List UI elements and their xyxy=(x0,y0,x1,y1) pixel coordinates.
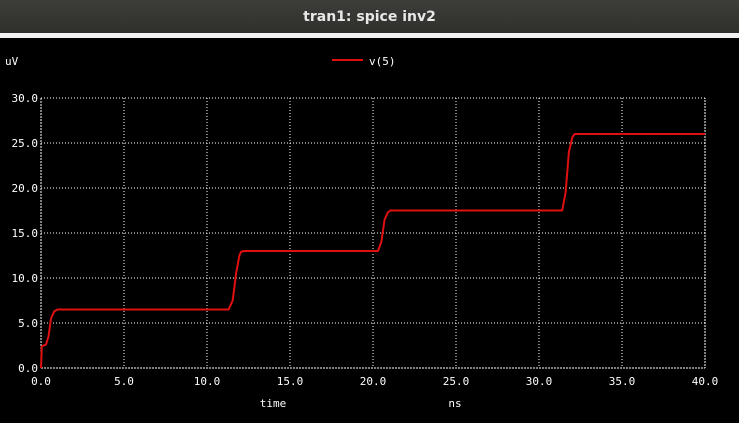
y-tick-label: 25.0 xyxy=(12,137,39,150)
y-tick-labels: 0.0 5.0 10.0 15.0 20.0 25.0 30.0 xyxy=(12,92,39,375)
plot-frame xyxy=(40,97,706,369)
x-tick-label: 40.0 xyxy=(692,375,719,388)
x-axis-label: time xyxy=(260,397,287,410)
series-lines xyxy=(40,133,705,369)
x-tick-label: 35.0 xyxy=(609,375,636,388)
x-tick-labels: 0.0 5.0 10.0 15.0 20.0 25.0 30.0 35.0 40.0 xyxy=(31,375,718,388)
y-tick-label: 5.0 xyxy=(18,317,38,330)
chart-svg: 0.0 5.0 10.0 15.0 20.0 25.0 30.0 0.0 5.0 10.0 15.… xyxy=(5,55,718,410)
y-tick-label: 15.0 xyxy=(12,227,39,240)
titlebar-separator xyxy=(0,33,739,38)
x-tick-label: 10.0 xyxy=(194,375,221,388)
grid-lines xyxy=(40,97,706,369)
x-tick-label: 5.0 xyxy=(114,375,134,388)
legend: v(5) xyxy=(332,55,396,68)
window-title: tran1: spice inv2 xyxy=(303,8,436,25)
y-axis-label: uV xyxy=(5,55,19,68)
y-tick-label: 10.0 xyxy=(12,272,39,285)
x-tick-label: 30.0 xyxy=(526,375,553,388)
x-tick-label: 0.0 xyxy=(31,375,51,388)
x-tick-label: 15.0 xyxy=(277,375,304,388)
x-tick-label: 20.0 xyxy=(360,375,387,388)
plot-border xyxy=(40,97,706,369)
window-titlebar: tran1: spice inv2 xyxy=(0,0,739,33)
legend-label: v(5) xyxy=(369,55,396,68)
plot-area[interactable]: 0.0 5.0 10.0 15.0 20.0 25.0 30.0 0.0 5.0 10.0 15.… xyxy=(0,38,739,423)
y-tick-label: 20.0 xyxy=(12,182,39,195)
y-tick-label: 30.0 xyxy=(12,92,39,105)
y-tick-label: 0.0 xyxy=(18,362,38,375)
x-tick-label: 25.0 xyxy=(443,375,470,388)
x-axis-unit: ns xyxy=(448,397,461,410)
series-line-0 xyxy=(40,133,705,369)
